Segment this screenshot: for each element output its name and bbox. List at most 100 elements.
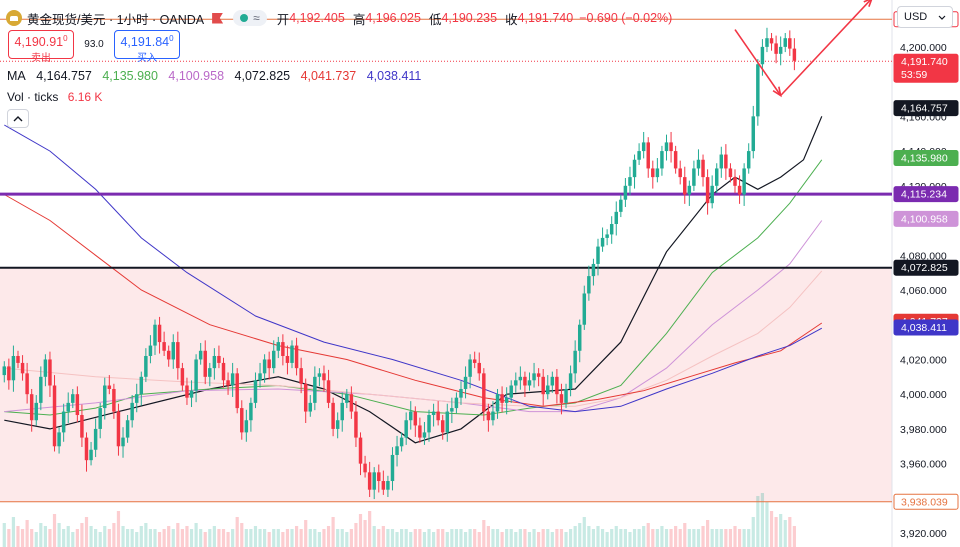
volume-bar (162, 529, 166, 547)
candle-body (57, 432, 61, 447)
volume-bar (463, 532, 468, 547)
currency-label: USD (904, 11, 928, 23)
volume-bar (377, 529, 381, 547)
symbol-title[interactable]: 黄金现货/美元 · 1小时 · OANDA (27, 12, 205, 27)
candle-body (84, 437, 89, 461)
ma-value-2: 4,135.980 (102, 69, 158, 83)
candle-body (651, 168, 655, 178)
candle-body (495, 394, 500, 412)
volume-bar (336, 529, 340, 547)
volume-bar (25, 520, 29, 547)
volume-bar (509, 529, 513, 547)
candle-body (25, 373, 29, 395)
volume-legend[interactable]: Vol · ticks 6.16 K (7, 90, 102, 104)
volume-bar (345, 532, 349, 547)
candle-body (363, 463, 367, 473)
candle-body (226, 380, 230, 386)
candle-body (267, 359, 271, 369)
volume-bar (454, 529, 459, 547)
volume-bar (610, 529, 614, 547)
volume-bar (30, 529, 34, 547)
candle-body (399, 437, 404, 447)
price-label-4 (893, 150, 959, 167)
collapse-legend-button[interactable] (7, 109, 29, 128)
ma-legend[interactable]: MA 4,164.757 4,135.980 4,100.958 4,072.8… (7, 69, 428, 83)
market-status-pill[interactable]: ≈ (233, 10, 267, 26)
chevron-down-icon (938, 15, 946, 20)
candle-body (436, 411, 440, 421)
y-tick-label: 4,200.000 (900, 42, 947, 54)
volume-bar (267, 532, 271, 547)
volume-bar (678, 529, 682, 547)
candle-body (358, 437, 363, 464)
volume-bar (84, 517, 89, 547)
volume-bar (660, 526, 664, 547)
volume-bar (235, 517, 239, 547)
volume-bar (331, 517, 335, 547)
volume-bar (578, 523, 582, 547)
volume-bar (710, 529, 714, 547)
volume-bar (212, 526, 216, 547)
candle-body (628, 177, 632, 186)
volume-bar (400, 529, 404, 547)
candle-body (637, 151, 641, 160)
candle-body (244, 420, 249, 433)
candle-body (290, 345, 294, 363)
candle-body (217, 355, 221, 363)
volume-bar (43, 526, 47, 547)
volume-bar (368, 511, 372, 547)
candle-body (568, 373, 573, 389)
candle-body (678, 168, 682, 178)
volume-bar (486, 526, 490, 547)
volume-bar (482, 520, 486, 547)
volume-bar (473, 529, 477, 547)
candle-body (240, 408, 244, 433)
candle-body (527, 380, 532, 386)
candle-body (139, 376, 144, 395)
volume-bar (326, 526, 331, 547)
sell-button[interactable]: 4,190.910 卖出 (8, 30, 74, 64)
currency-selector[interactable]: USD (897, 6, 953, 28)
shaded-zone (0, 267, 892, 502)
candle-body (75, 394, 80, 416)
y-tick-label: 3,920.000 (900, 528, 947, 540)
candle-body (285, 355, 290, 363)
volume-bar (135, 532, 139, 547)
candle-body (349, 394, 354, 412)
volume-bar (541, 529, 545, 547)
volume-bar (742, 529, 746, 547)
candle-body (130, 402, 134, 421)
candle-body (596, 246, 600, 264)
candle-body (536, 373, 541, 377)
candle-body (52, 385, 57, 447)
candle-body (422, 432, 427, 438)
candle-body (504, 397, 509, 403)
candle-body (715, 168, 719, 186)
candle-body (546, 385, 550, 395)
price-label-text-7: 4,072.825 (901, 262, 948, 274)
candle-body (395, 446, 399, 455)
volume-bar (445, 532, 449, 547)
flag-icon[interactable] (212, 12, 224, 24)
volume-bar (664, 529, 669, 547)
buy-button[interactable]: 4,191.840 买入 (114, 30, 180, 64)
volume-bar (427, 529, 431, 547)
candle-body (367, 472, 372, 490)
volume-bar (719, 529, 723, 547)
ma-line-6 (4, 124, 823, 413)
candle-body (409, 411, 413, 421)
volume-legend-value: 6.16 K (67, 90, 103, 104)
candle-body (614, 211, 618, 225)
volume-bar (208, 529, 212, 547)
candle-body (16, 355, 20, 363)
volume-bar (701, 526, 705, 547)
candle-body (39, 376, 43, 403)
volume-bar (674, 526, 678, 547)
candle-body (788, 38, 792, 49)
volume-bar (112, 523, 116, 547)
volume-bar (765, 502, 769, 547)
candle-body (377, 472, 381, 482)
candle-body (719, 154, 724, 169)
volume-bar (600, 529, 605, 547)
